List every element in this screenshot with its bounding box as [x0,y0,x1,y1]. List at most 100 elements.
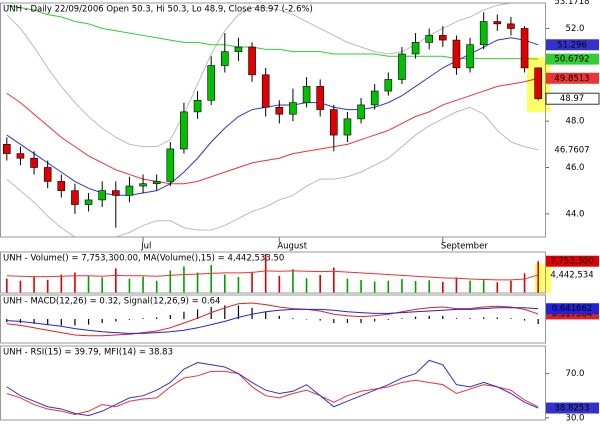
bar [292,318,294,319]
line [6,270,539,281]
bar [74,319,76,326]
bar [510,318,512,319]
end-label: 0.317564 [552,309,593,319]
bar [496,282,499,293]
candle-body [289,102,297,115]
candle-body [330,109,338,136]
bar [319,319,321,321]
end-label: 51.296 [557,40,587,50]
bar [455,277,458,293]
candle-body [479,21,488,46]
bar [523,273,526,293]
bar [401,279,403,293]
x-tick-label: August [277,242,307,252]
candle-body [370,90,379,106]
end-label-box [546,72,599,84]
candle-body [507,23,515,29]
line [6,106,539,237]
bar [442,281,444,293]
candle-body [248,46,256,76]
bar [305,319,308,320]
end-label-box [546,402,599,414]
panel-title: UNH - RSI(15) = 39.79, MFI(14) = 38.83 [3,348,173,358]
bar [469,318,471,319]
bar [469,280,471,293]
bar [428,280,430,293]
bar [128,278,131,293]
bar [183,266,185,293]
candle-body [439,35,447,41]
bar [33,319,35,324]
bar [537,319,539,325]
candle-body [166,148,175,182]
bar [373,281,376,293]
candle-body [343,118,352,136]
bar [333,267,335,293]
candle-body [180,111,188,150]
panel [6,359,539,417]
bar [33,276,35,293]
bar [210,265,212,293]
bar [196,272,199,293]
bar [128,319,131,320]
panel-title: UNH - Volume() = 7,753,300.00, MA(Volume… [3,254,284,264]
candle-body [261,74,270,108]
panel-title: UNH - MACD(12,26) = 0.32, Signal(12,26,9… [3,297,220,307]
bar [6,278,8,293]
bar [169,315,171,319]
bar [251,307,253,319]
highlight [535,264,551,293]
candle-body [98,190,106,201]
candle-body [452,39,461,69]
y-tick-label: 70.0 [566,369,585,379]
candle-body [425,35,433,43]
candle-body [193,100,202,113]
end-label-box [546,39,599,51]
bar [115,268,117,293]
bar [224,305,226,319]
y-tick-label: 30.0 [566,413,585,423]
bar [305,278,308,293]
end-label: 53.1718 [554,0,589,7]
bar [224,274,226,293]
bar [264,254,267,293]
end-label: 50.6792 [554,55,589,65]
candle-body [125,185,134,196]
bar [537,261,539,293]
candle-body [139,183,147,187]
line [6,37,539,196]
candle-body [112,190,120,196]
bar [360,279,362,293]
bar [414,281,417,293]
panel [6,254,539,293]
bar [142,318,144,319]
bar [115,319,117,322]
end-label: 46.7607 [554,145,589,155]
x-tick-label: Jul [140,242,151,252]
panel-title: UNH - Daily 22/09/2006 Open 50.3, Hi 50.… [3,5,313,15]
line [6,77,539,185]
bar [387,280,390,293]
panel-border [0,345,546,421]
bar [237,277,240,293]
bar [101,277,103,293]
bar [156,317,158,319]
bar [401,318,403,319]
y-tick-label: 52.0 [566,24,585,34]
line [6,3,514,148]
candle-body [357,104,365,120]
end-label: 38.8253 [554,404,589,414]
bar [87,319,90,325]
bar [19,280,22,293]
end-label-box [546,53,599,65]
bar [510,280,512,293]
candle-body [411,42,420,55]
candle-body [398,53,406,80]
x-tick-label: September [441,242,488,252]
bar [496,317,498,319]
bar [101,319,103,323]
bar [74,272,76,293]
bar [374,319,376,322]
candle-body [302,86,311,103]
